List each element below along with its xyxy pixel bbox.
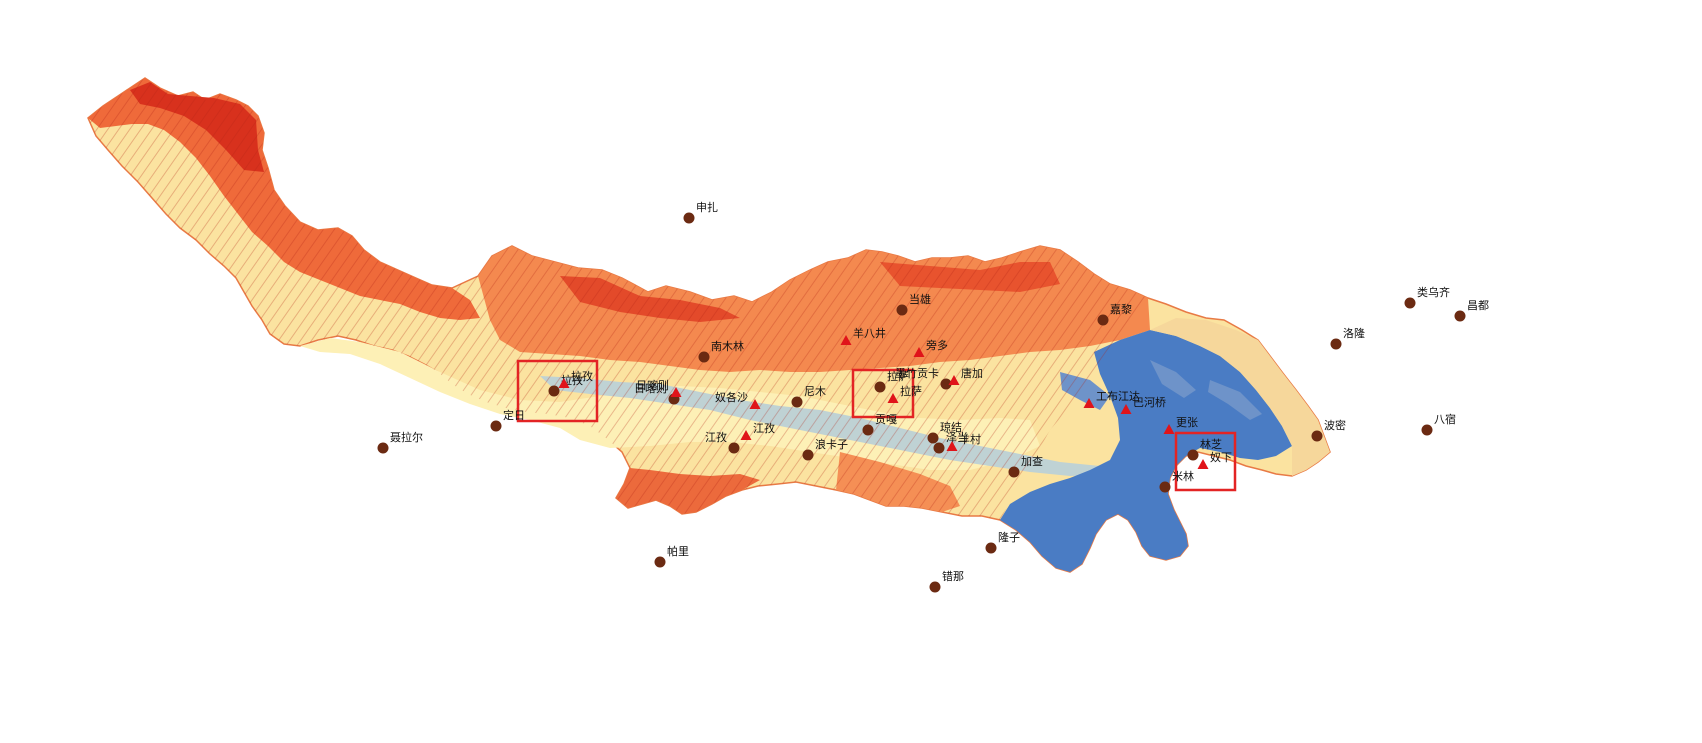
east-lowland-fringe	[1150, 318, 1330, 476]
station-label: 洛隆	[1343, 326, 1365, 340]
station-marker[interactable]	[802, 449, 814, 461]
station-label: 嘉黎	[1110, 302, 1132, 316]
station-marker[interactable]	[654, 556, 666, 568]
hydro-station-label: 拉孜	[571, 369, 593, 383]
hydro-station-marker[interactable]	[740, 430, 752, 440]
highlight-box-lasa	[851, 368, 915, 419]
station-marker[interactable]	[933, 442, 945, 454]
highlight-box-lazi	[516, 359, 599, 423]
hydro-station-marker[interactable]	[948, 375, 960, 385]
station-label: 琼结	[940, 420, 962, 434]
station-marker[interactable]	[940, 378, 952, 390]
station-marker[interactable]	[791, 396, 803, 408]
station-label: 江孜	[705, 430, 727, 444]
station-marker[interactable]	[874, 381, 886, 393]
hydro-station-marker[interactable]	[1163, 424, 1175, 434]
hydro-station-label: 更张	[1176, 416, 1198, 429]
hydro-station-marker[interactable]	[670, 387, 682, 397]
hydro-station-marker[interactable]	[558, 378, 570, 388]
station-marker[interactable]	[548, 385, 560, 397]
hydro-station-label: 奴下	[1210, 450, 1232, 464]
hydro-station-label: 江孜	[753, 421, 775, 435]
hydro-station-label: 日喀则	[636, 379, 669, 392]
station-label: 林芝	[1200, 437, 1222, 451]
hydro-station-label: 羊八井	[853, 326, 886, 340]
station-label: 聂拉尔	[390, 430, 423, 444]
station-marker[interactable]	[1404, 297, 1416, 309]
station-marker[interactable]	[862, 424, 874, 436]
station-marker[interactable]	[896, 304, 908, 316]
station-label: 申扎	[696, 200, 718, 214]
hydro-station-label: 羊村	[959, 432, 981, 446]
station-label: 贡嘎	[875, 413, 897, 426]
station-label: 昌都	[1467, 299, 1489, 312]
station-label: 南木林	[711, 339, 744, 353]
hydro-station-label: 奴各沙	[715, 390, 748, 404]
station-marker[interactable]	[1311, 430, 1323, 442]
hydro-station-marker[interactable]	[946, 441, 958, 451]
hydro-station-marker[interactable]	[1083, 398, 1095, 408]
elevation-zones	[88, 78, 1330, 572]
hydro-station-marker[interactable]	[1120, 404, 1132, 414]
station-marker[interactable]	[1008, 466, 1020, 478]
hydro-station-label: 唐加	[961, 366, 983, 380]
station-label: 加查	[1021, 454, 1043, 468]
station-marker[interactable]	[698, 351, 710, 363]
station-label: 当雄	[909, 292, 931, 306]
station-label: 墨竹贡卡	[895, 366, 939, 380]
station-marker[interactable]	[683, 212, 695, 224]
hydro-station-marker[interactable]	[749, 399, 761, 409]
station-label: 尼木	[804, 385, 826, 398]
station-label: 隆子	[998, 530, 1020, 544]
station-marker[interactable]	[985, 542, 997, 554]
terrain-texture	[88, 78, 1148, 520]
station-marker[interactable]	[1330, 338, 1342, 350]
hydro-station-marker[interactable]	[913, 347, 925, 357]
hydro-station-label: 工布江达	[1096, 390, 1140, 403]
hydro-station-label: 巴河桥	[1133, 396, 1166, 409]
highlight-boxes	[516, 359, 1237, 492]
station-label: 波密	[1324, 418, 1346, 432]
station-marker[interactable]	[927, 432, 939, 444]
hydro-station-label: 旁多	[926, 338, 948, 352]
station-marker[interactable]	[377, 442, 389, 454]
station-label: 定日	[503, 408, 525, 422]
station-label: 浪卡子	[815, 437, 848, 451]
east-tributaries	[1060, 360, 1262, 420]
station-label: 类乌齐	[1417, 285, 1450, 299]
station-marker[interactable]	[1097, 314, 1109, 326]
station-label: 八宿	[1434, 412, 1456, 426]
station-label: 帕里	[667, 544, 689, 558]
hydro-station-marker[interactable]	[887, 393, 899, 403]
hydro-station-marker[interactable]	[1197, 459, 1209, 469]
station-marker[interactable]	[1454, 310, 1466, 322]
station-marker[interactable]	[728, 442, 740, 454]
station-marker[interactable]	[929, 581, 941, 593]
hydro-station-marker[interactable]	[840, 335, 852, 345]
hydro-station-label: 拉萨	[900, 384, 922, 398]
station-label: 日喀则	[634, 382, 667, 395]
station-marker[interactable]	[490, 420, 502, 432]
station-marker[interactable]	[1421, 424, 1433, 436]
station-marker[interactable]	[1187, 449, 1199, 461]
station-label: 拉萨	[887, 369, 909, 383]
station-marker[interactable]	[1159, 481, 1171, 493]
highlight-box-nuxia	[1174, 431, 1237, 492]
station-label: 泽当	[946, 430, 968, 444]
station-label: 错那	[942, 569, 964, 583]
station-label: 米林	[1172, 469, 1194, 483]
